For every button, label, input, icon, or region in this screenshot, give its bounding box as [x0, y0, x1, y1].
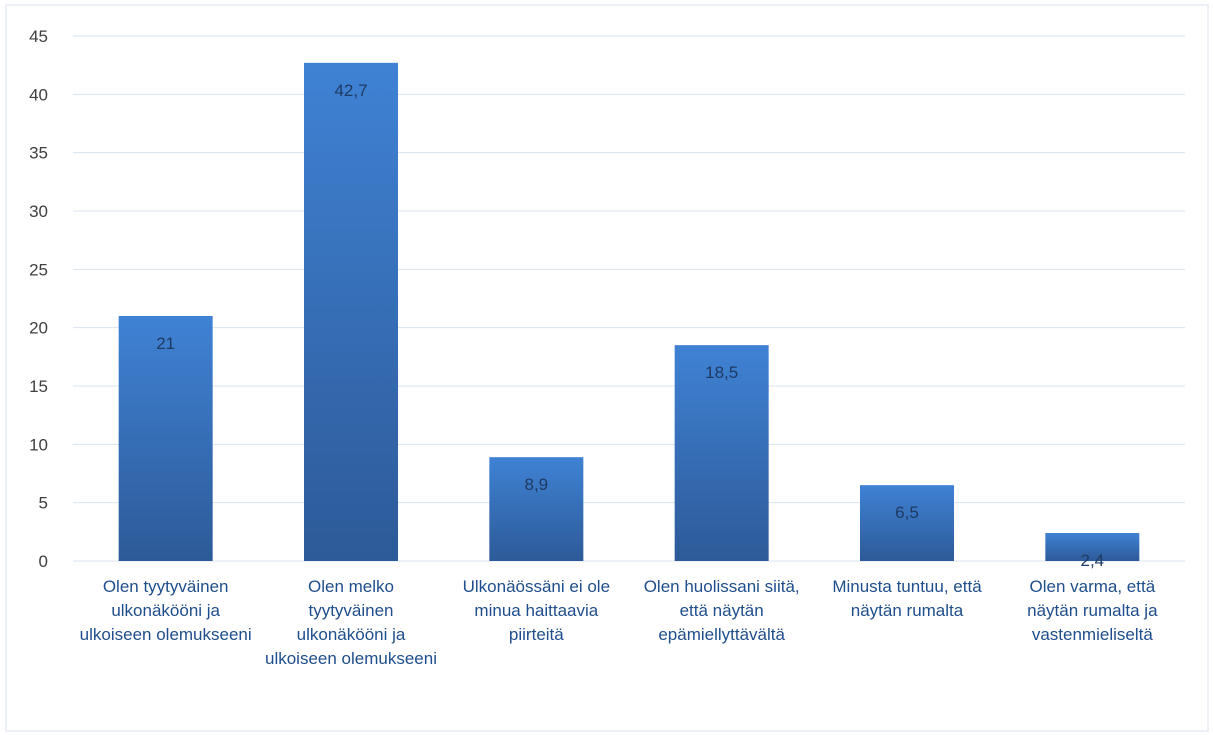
data-label: 6,5 [895, 503, 919, 522]
x-tick-label: Minusta tuntuu, että näytän rumalta [832, 577, 982, 620]
data-label: 18,5 [705, 363, 738, 382]
bar [860, 485, 954, 561]
y-tick-label: 40 [29, 85, 48, 104]
x-tick-label: Olen melko tyytyväinen ulkonäkööni ja ulkoi… [265, 577, 437, 668]
bar [674, 345, 769, 561]
data-label: 2,4 [1081, 551, 1105, 570]
x-tick-label: Olen tyytyväinen ulkonäkööni ja ulkoiseen … [80, 577, 252, 644]
x-tick-label: Olen varma, että näytän rumalta ja vastenm… [1027, 577, 1158, 644]
data-label: 21 [156, 334, 175, 353]
chart-border [5, 4, 1209, 732]
bar [118, 316, 213, 561]
bar [1045, 533, 1140, 561]
y-tick-label: 45 [29, 27, 48, 46]
x-tick-label: Ulkonäössäni ei ole minua haittaavia piirt… [463, 577, 610, 644]
y-tick-label: 25 [29, 260, 48, 279]
y-tick-label: 0 [39, 552, 48, 571]
y-tick-label: 10 [29, 435, 48, 454]
bar [489, 457, 584, 561]
y-tick-label: 5 [39, 494, 48, 513]
data-label: 8,9 [525, 475, 549, 494]
y-tick-label: 30 [29, 202, 48, 221]
y-tick-label: 20 [29, 319, 48, 338]
y-tick-label: 15 [29, 377, 48, 396]
x-tick-label: Olen huolissani siitä, että näytän epämiel… [644, 577, 800, 644]
y-tick-label: 35 [29, 144, 48, 163]
data-label: 42,7 [334, 81, 367, 100]
bar [304, 62, 398, 561]
